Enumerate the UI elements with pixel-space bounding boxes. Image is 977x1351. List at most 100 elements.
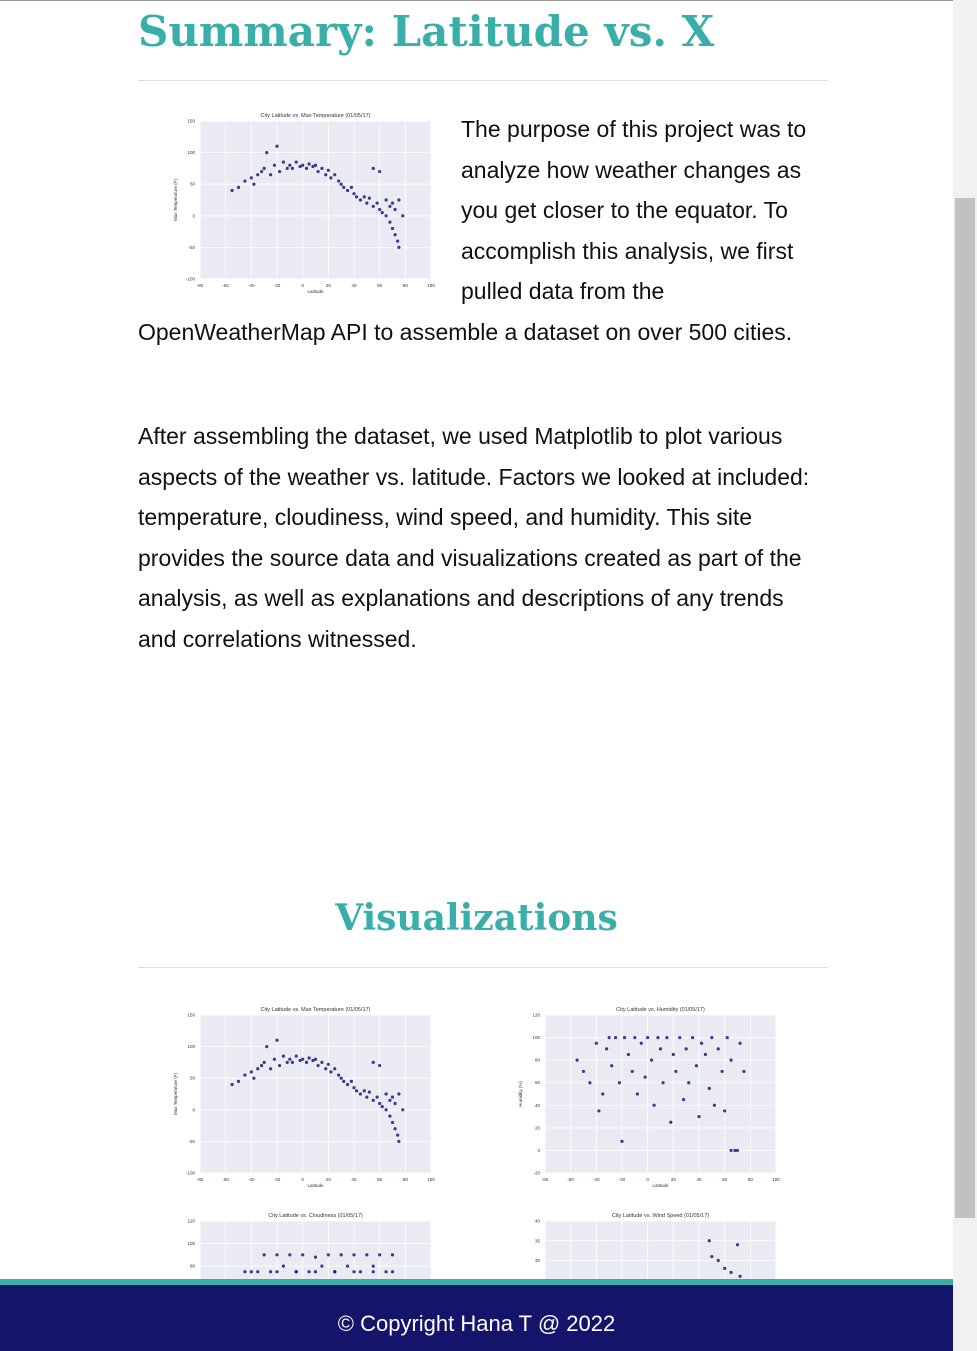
scatter-point [354, 1089, 359, 1093]
scatter-point [290, 1060, 294, 1064]
y-tick-label: -100 [186, 1171, 196, 1176]
x-tick-label: 20 [326, 1177, 332, 1182]
x-tick-label: 40 [351, 283, 357, 288]
scatter-point [690, 1035, 695, 1040]
scatter-point [397, 245, 401, 249]
scatter-point [272, 163, 277, 167]
scatter-point [362, 195, 366, 199]
scatter-point [294, 1054, 298, 1058]
y-tick-label: 35 [535, 1238, 541, 1243]
scatter-point [256, 1067, 260, 1071]
scrollbar[interactable] [953, 0, 977, 1351]
scatter-point [290, 166, 294, 170]
scatter-point [633, 1035, 637, 1040]
scatter-point [716, 1258, 720, 1263]
scatter-point [252, 182, 256, 186]
scatter-point [393, 207, 397, 212]
scatter-point [345, 1082, 350, 1087]
x-tick-label: -60 [567, 1177, 574, 1182]
scatter-point [277, 169, 282, 174]
y-axis-label: Max Temperature (F) [173, 179, 178, 221]
x-tick-label: 60 [722, 1177, 728, 1182]
scatter-point [649, 1058, 654, 1062]
y-tick-label: 50 [190, 1076, 196, 1081]
x-tick-label: 40 [351, 1177, 357, 1182]
x-tick-label: 40 [696, 1177, 702, 1182]
scrollbar-thumb[interactable] [955, 198, 975, 1218]
x-tick-label: -60 [222, 283, 229, 288]
scatter-point [384, 198, 388, 202]
plot-area [545, 1015, 776, 1173]
scatter-point [339, 1253, 343, 1257]
scatter-point [249, 1270, 253, 1274]
scatter-point [652, 1103, 656, 1107]
scatter-point [390, 1270, 395, 1274]
x-tick-label: -20 [619, 1177, 626, 1182]
x-tick-label: -40 [248, 283, 255, 288]
y-tick-label: 80 [535, 1058, 541, 1063]
scatter-point [260, 1063, 264, 1068]
y-tick-label: 30 [535, 1258, 541, 1263]
scatter-point [699, 1041, 704, 1045]
scatter-point [643, 1075, 647, 1079]
chart-title: City Latitude vs. Max Temperature (01/05… [261, 1007, 371, 1013]
y-tick-label: 50 [190, 182, 196, 187]
scatter-point [388, 220, 392, 224]
scatter-point [393, 1101, 397, 1106]
scatter-point [349, 185, 354, 189]
y-tick-label: 100 [187, 1241, 195, 1246]
scatter-point [301, 1253, 305, 1257]
x-tick-label: -80 [197, 1177, 204, 1182]
scatter-point [324, 173, 328, 177]
scatter-point [320, 1060, 324, 1064]
x-tick-label: -40 [593, 1177, 600, 1182]
scatter-point [390, 226, 395, 231]
x-tick-label: 80 [403, 1177, 409, 1182]
scatter-point [329, 1070, 333, 1074]
scatter-point [298, 1058, 302, 1063]
scatter-point [371, 1270, 375, 1274]
scatter-point [230, 188, 234, 193]
scatter-point [268, 1067, 273, 1071]
scatter-point [294, 1270, 298, 1274]
scatter-point [337, 1073, 341, 1077]
chart-title: City Latitude vs. Wind Speed (01/05/17) [612, 1213, 709, 1219]
scatter-point [401, 1108, 405, 1112]
scatter-point [275, 1270, 279, 1274]
scatter-point [345, 1264, 350, 1268]
scatter-point [375, 1095, 379, 1099]
scatter-point [738, 1274, 742, 1278]
scatter-point [281, 1054, 286, 1058]
scatter-point [384, 1108, 388, 1112]
chart-title: City Latitude vs. Max Temperature (01/05… [261, 113, 371, 119]
scatter-point [304, 166, 309, 170]
scatter-point [349, 1079, 354, 1083]
chart-image: City Latitude vs. Humidity (01/05/17) -80… [518, 1007, 780, 1188]
scatter-point [265, 151, 269, 155]
scatter-point [362, 1089, 366, 1093]
scatter-point [594, 1041, 598, 1045]
scatter-point [390, 1253, 395, 1257]
y-tick-label: 0 [192, 1107, 195, 1112]
scatter-point [390, 1095, 395, 1099]
scatter-point [301, 163, 305, 167]
scatter-point [735, 1243, 740, 1247]
scatter-point [354, 195, 359, 199]
scatter-point [281, 160, 286, 164]
x-tick-label: 0 [301, 1177, 304, 1182]
scatter-point [367, 196, 371, 200]
copyright: © Copyright Hana T @ 2022 [337, 1311, 616, 1336]
summary-paragraph: After assembling the dataset, we used Ma… [138, 423, 810, 652]
x-tick-label: 100 [427, 1177, 435, 1182]
scatter-point [375, 201, 379, 205]
scatter-point [311, 1058, 315, 1063]
y-tick-label: 20 [535, 1125, 541, 1130]
scatter-point [301, 1057, 305, 1061]
scatter-point [365, 1253, 369, 1257]
scatter-point [581, 1069, 586, 1074]
scatter-point [371, 1264, 375, 1268]
scatter-point [371, 1098, 375, 1102]
y-tick-label: 120 [532, 1013, 540, 1018]
scatter-point [316, 1063, 320, 1068]
scatter-point [729, 1058, 733, 1062]
